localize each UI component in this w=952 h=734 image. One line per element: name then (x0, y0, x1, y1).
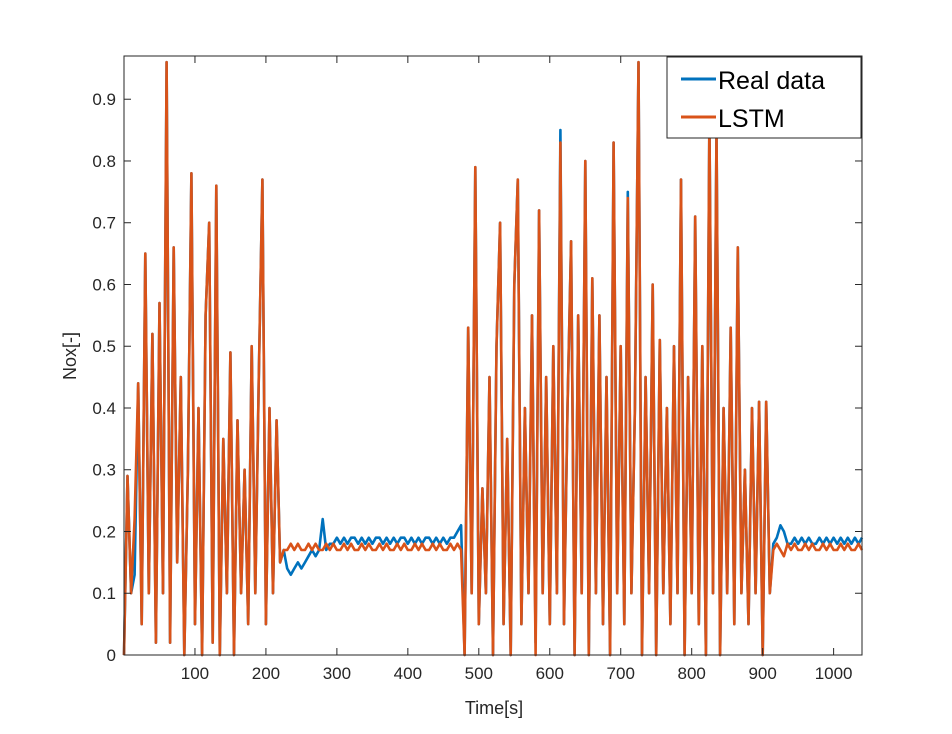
x-tick-label: 900 (748, 664, 776, 683)
tick-layer: 100 200 300 400 500 600 700 800 900 1000 0 0.1 0.2 0.… (92, 56, 862, 683)
y-tick-label: 0.1 (92, 584, 116, 603)
x-tick-label: 100 (181, 664, 209, 683)
x-tick-label: 700 (607, 664, 635, 683)
y-tick-label: 0.7 (92, 214, 116, 233)
y-tick-label: 0.5 (92, 337, 116, 356)
x-axis-label: Time[s] (465, 698, 523, 718)
y-tick-label: 0.6 (92, 275, 116, 294)
y-axis-label: Nox[-] (60, 332, 80, 380)
x-tick-label: 500 (465, 664, 493, 683)
y-tick-label: 0.4 (92, 399, 116, 418)
legend: Real data LSTM (666, 56, 862, 139)
y-tick-label: 0.3 (92, 461, 116, 480)
x-tick-label: 200 (252, 664, 280, 683)
legend-label-lstm: LSTM (718, 105, 785, 133)
x-tick-label: 1000 (815, 664, 853, 683)
x-tick-label: 800 (678, 664, 706, 683)
x-tick-label: 300 (323, 664, 351, 683)
axes-box (123, 55, 863, 656)
y-tick-label: 0.8 (92, 152, 116, 171)
y-tick-label: 0.2 (92, 522, 116, 541)
x-tick-label: 400 (394, 664, 422, 683)
y-tick-label: 0.9 (92, 90, 116, 109)
y-tick-label: 0 (107, 646, 116, 665)
legend-box (666, 56, 862, 139)
legend-label-real-data: Real data (718, 67, 825, 95)
x-tick-label: 600 (536, 664, 564, 683)
